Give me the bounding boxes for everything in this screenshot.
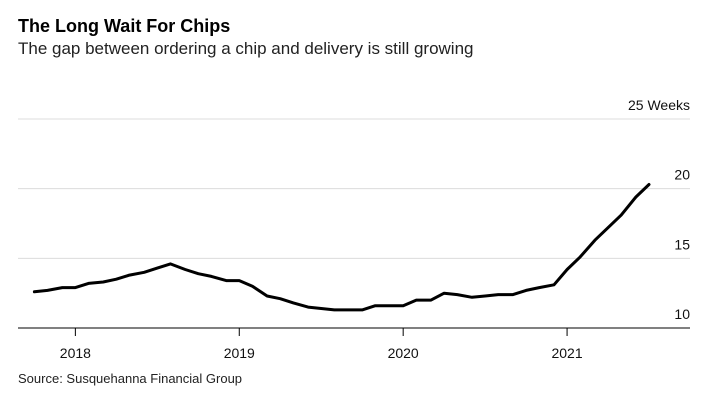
x-tick-label-2019: 2019 [224,345,255,361]
y-tick-label-10: 10 [674,306,690,322]
source-note: Source: Susquehanna Financial Group [18,371,243,386]
x-tick-label-2018: 2018 [60,345,91,361]
x-tick-label-2021: 2021 [551,345,582,361]
series-line-0 [32,183,651,312]
x-tick-label-2020: 2020 [388,345,419,361]
series-layer [32,183,651,312]
y-tick-label-15: 15 [674,236,690,252]
chart-subtitle: The gap between ordering a chip and deli… [18,39,474,58]
y-axis-labels: 10 15 20 25 Weeks [628,97,690,322]
x-axis: 2018 2019 2020 2021 [18,327,690,361]
gridlines [18,118,690,259]
y-tick-label-25: 25 Weeks [628,97,690,113]
chart-title: The Long Wait For Chips [18,16,231,36]
y-tick-label-20: 20 [674,167,690,183]
